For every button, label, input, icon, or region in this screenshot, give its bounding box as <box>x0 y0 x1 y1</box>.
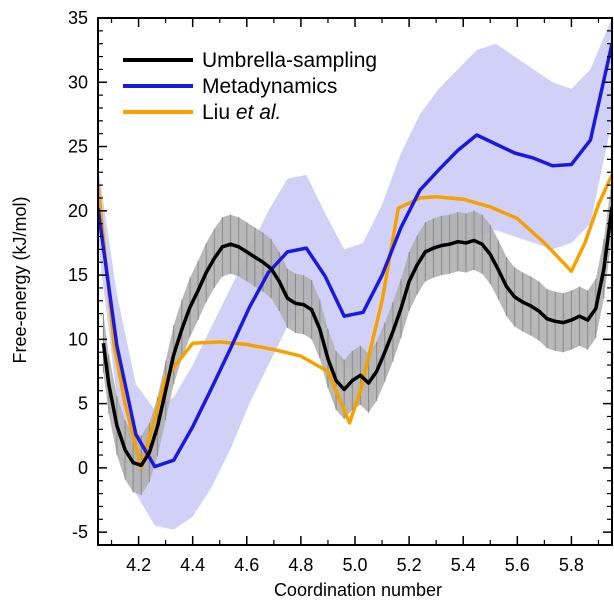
y-tick-label: 20 <box>68 201 88 221</box>
y-tick-label: 0 <box>78 458 88 478</box>
x-tick-label: 4.6 <box>234 555 259 575</box>
y-tick-label: -5 <box>72 522 88 542</box>
legend-label: Liu et al. <box>202 101 281 124</box>
x-tick-label: 5.2 <box>397 555 422 575</box>
legend: Umbrella-sampling Metadynamics Liu et al. <box>123 49 377 124</box>
x-tick-labels: 4.2 4.4 4.6 4.8 5.0 5.2 5.4 5.6 5.8 <box>126 555 584 575</box>
y-tick-label: 30 <box>68 72 88 92</box>
x-tick-label: 5.4 <box>451 555 476 575</box>
line-metadynamics <box>98 43 612 469</box>
x-tick-label: 4.8 <box>288 555 313 575</box>
y-tick-label: 15 <box>68 265 88 285</box>
series-lines <box>98 43 612 470</box>
y-tick-label: 35 <box>68 8 88 28</box>
x-tick-label: 5.6 <box>505 555 530 575</box>
x-tick-label: 4.2 <box>126 555 151 575</box>
line-liu-et-al- <box>98 174 612 470</box>
x-tick-label: 4.4 <box>180 555 205 575</box>
y-tick-labels: -5 0 5 10 15 20 25 30 35 <box>68 8 88 542</box>
x-tick-label: 5.8 <box>559 555 584 575</box>
y-axis-label: Free-energy (kJ/mol) <box>10 196 30 363</box>
line-umbrella-sampling <box>101 206 612 468</box>
y-tick-label: 25 <box>68 137 88 157</box>
error-bands <box>98 18 612 530</box>
y-tick-label: 10 <box>68 329 88 349</box>
x-axis-label: Coordination number <box>274 580 442 600</box>
x-tick-label: 5.0 <box>342 555 367 575</box>
band-metadynamics <box>98 18 612 530</box>
legend-label: Umbrella-sampling <box>202 49 377 72</box>
y-tick-label: 5 <box>78 394 88 414</box>
legend-label-italic: et al. <box>236 101 282 124</box>
axis-ticks <box>98 17 612 545</box>
legend-label: Metadynamics <box>202 75 337 98</box>
